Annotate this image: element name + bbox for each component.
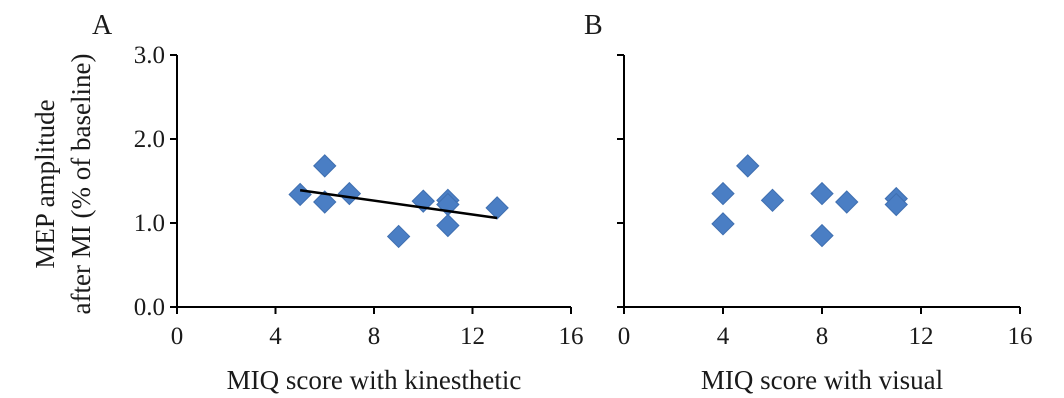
x-tick-label-a: 16	[559, 323, 584, 350]
x-tick-label-b: 16	[1008, 323, 1033, 350]
x-axis-title-b: MIQ score with visual	[701, 365, 943, 395]
x-tick-label-b: 0	[618, 323, 631, 350]
y-axis-title-line2: after MI (% of baseline)	[66, 54, 96, 315]
x-tick-label-b: 12	[909, 323, 934, 350]
panel-label-a: A	[92, 10, 113, 41]
data-point-b	[711, 181, 735, 206]
trendline-a	[299, 189, 498, 220]
panel-label-b: B	[584, 10, 603, 41]
y-tick-label-a: 1.0	[134, 210, 165, 237]
panel-b: B MIQ score with visual 0 4 8 12 16	[584, 10, 1033, 395]
y-tick-label-a: 2.0	[134, 126, 165, 153]
panel-a: A MEP amplitude after MI (% of baseline)…	[30, 10, 584, 395]
data-point-b	[835, 190, 859, 214]
y-tick-label-a: 0.0	[134, 294, 165, 321]
data-point-b	[810, 181, 834, 206]
x-tick-label-a: 12	[460, 323, 485, 350]
data-point-b	[711, 212, 735, 236]
data-point-a	[337, 181, 362, 206]
x-tick-label-b: 4	[717, 323, 730, 350]
y-axis-title-line1: MEP amplitude	[30, 99, 60, 268]
data-point-b	[760, 188, 785, 213]
data-point-a	[313, 154, 337, 178]
x-tick-label-a: 8	[368, 323, 381, 350]
data-point-a	[313, 190, 337, 214]
x-tick-label-a: 0	[171, 323, 184, 350]
data-point-a	[485, 196, 509, 220]
x-axis-title-a: MIQ score with kinesthetic	[227, 365, 522, 395]
x-tick-label-b: 8	[816, 323, 829, 350]
data-point-b	[884, 192, 908, 217]
x-tick-label-a: 4	[269, 323, 282, 350]
data-point-a	[386, 224, 411, 249]
y-tick-label-a: 3.0	[134, 42, 165, 69]
data-point-a	[436, 213, 460, 238]
data-point-b	[810, 223, 834, 248]
data-point-b	[736, 154, 760, 178]
data-point-a	[288, 182, 312, 207]
